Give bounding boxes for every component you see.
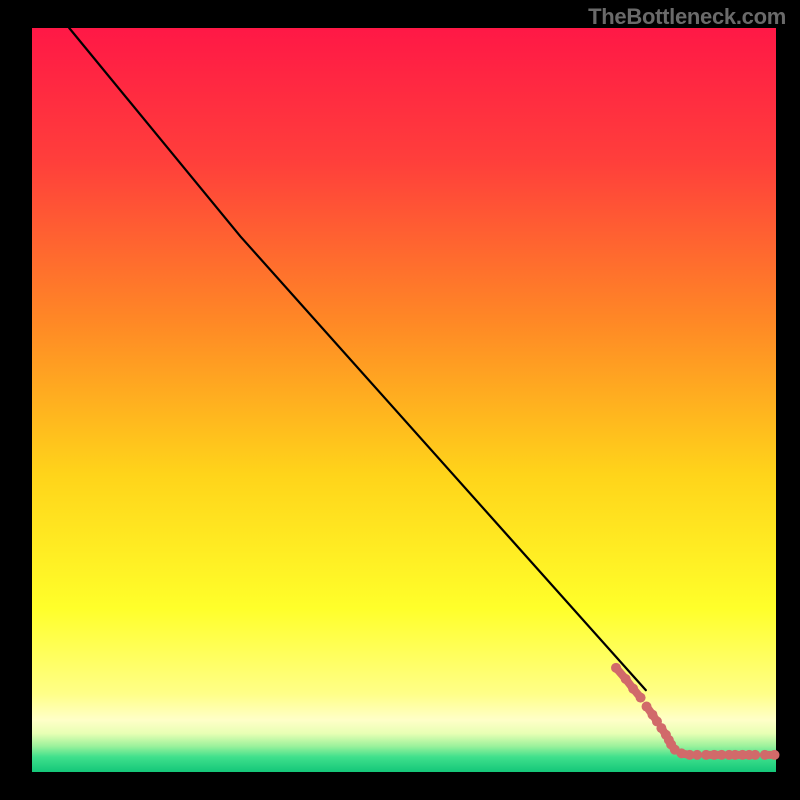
marker-dot <box>642 702 652 712</box>
marker-dot <box>628 684 638 694</box>
marker-dot <box>611 663 621 673</box>
chart-stage: TheBottleneck.com <box>0 0 800 800</box>
marker-dot <box>750 750 760 760</box>
marker-dot <box>770 750 780 760</box>
plot-background <box>32 28 776 772</box>
attribution-text: TheBottleneck.com <box>588 4 786 30</box>
chart-svg <box>0 0 800 800</box>
marker-dot <box>760 750 770 760</box>
marker-dot <box>621 674 631 684</box>
marker-dot <box>636 693 646 703</box>
marker-dot <box>692 750 702 760</box>
